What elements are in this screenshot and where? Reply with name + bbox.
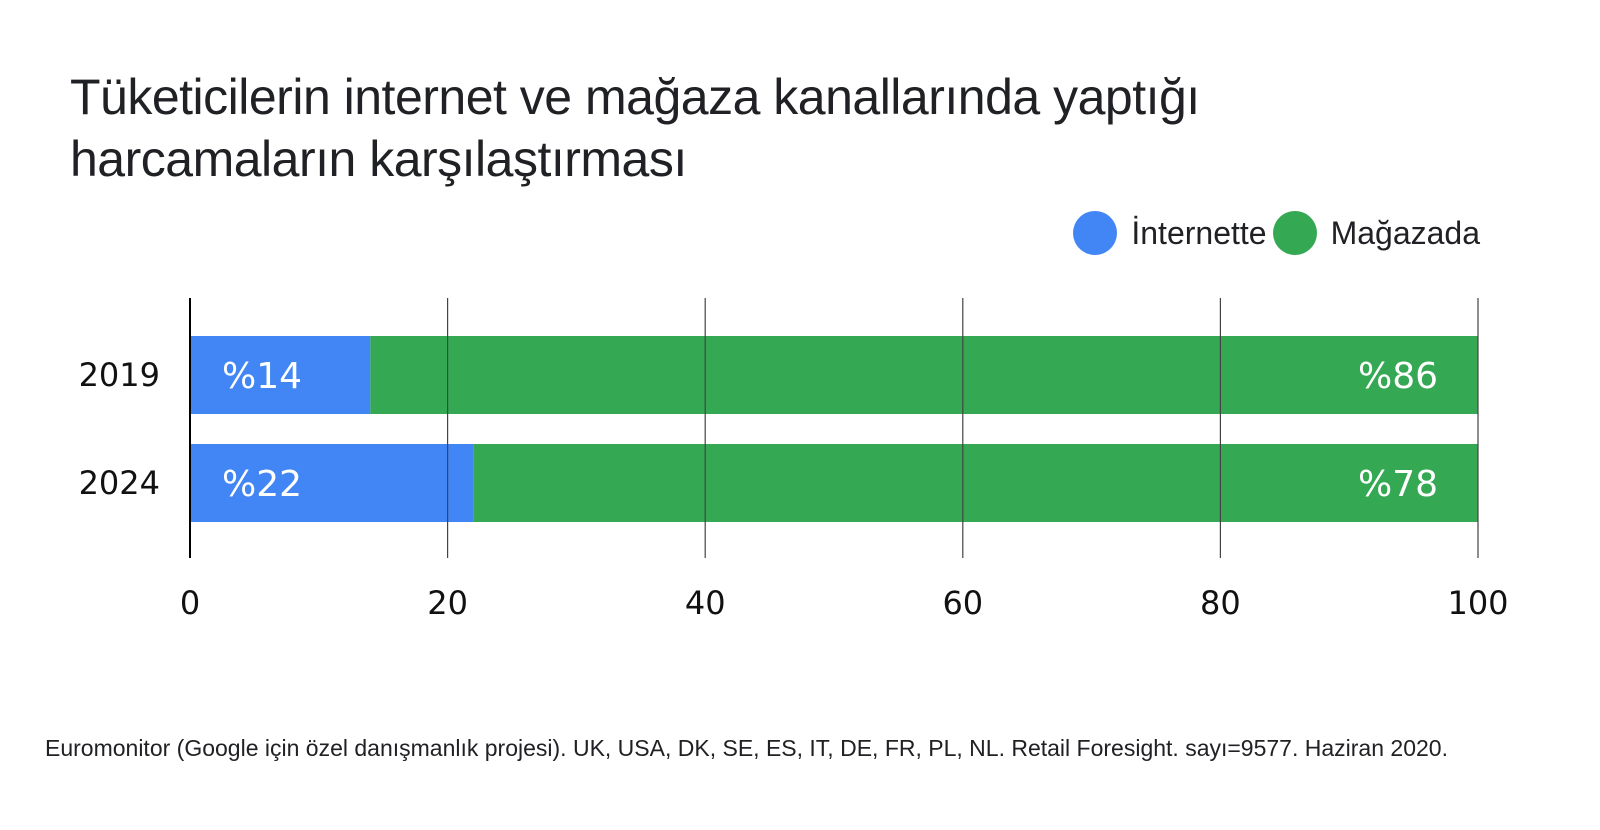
legend-item-internet: İnternette [1073,211,1267,255]
x-tick-label-60: 60 [942,584,983,622]
legend-label-store: Mağazada [1330,214,1480,251]
stacked-bar-chart: 0 20 40 60 80 100 2019 2024 %14 %86 %22 %78 [79,298,1509,622]
chart-title-line-2: harcamaların karşılaştırması [70,131,687,187]
x-tick-label-80: 80 [1200,584,1241,622]
data-label-2024-store: %78 [1358,464,1438,505]
chart-legend: İnternette Mağazada [1073,210,1480,256]
data-label-2019-store: %86 [1358,356,1438,397]
legend-swatch-store [1272,211,1317,255]
bar-2019-series-0 [190,336,371,414]
legend-label-internet: İnternette [1131,214,1267,251]
chart-title: Tüketicilerin internet ve mağaza kanalla… [70,66,1470,190]
legend-swatch-internet [1073,211,1118,255]
x-tick-label-40: 40 [685,584,726,622]
data-label-2024-internet: %22 [222,464,302,505]
bar-2024-series-0 [190,444,474,522]
chart-title-line-1: Tüketicilerin internet ve mağaza kanalla… [70,69,1200,125]
category-label-2024: 2024 [79,464,160,502]
category-label-2019: 2019 [79,356,160,394]
source-note: Euromonitor (Google için özel danışmanlı… [45,735,1448,761]
bar-2019-series-1 [370,336,1478,414]
legend-item-store: Mağazada [1272,211,1480,255]
x-tick-label-20: 20 [427,584,468,622]
x-tick-label-100: 100 [1447,584,1508,622]
bar-2024-series-1 [473,444,1478,522]
x-tick-label-0: 0 [180,584,200,622]
data-label-2019-internet: %14 [222,356,302,397]
